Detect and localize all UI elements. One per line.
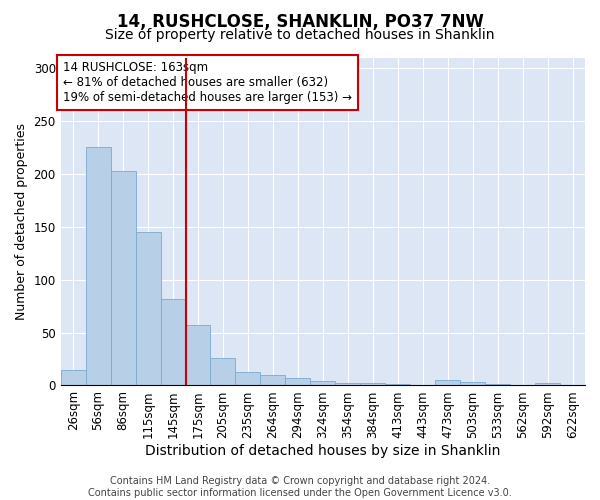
Bar (136, 232, 161, 386)
Text: 14, RUSHCLOSE, SHANKLIN, PO37 7NW: 14, RUSHCLOSE, SHANKLIN, PO37 7NW (116, 12, 484, 30)
Bar (161, 298, 185, 386)
Bar (286, 378, 310, 386)
Y-axis label: Number of detached properties: Number of detached properties (15, 123, 28, 320)
Bar (335, 384, 360, 386)
Bar (310, 381, 335, 386)
Bar (485, 384, 510, 386)
Bar (260, 375, 286, 386)
Bar (61, 370, 86, 386)
Bar (110, 170, 136, 386)
Bar (385, 384, 410, 386)
X-axis label: Distribution of detached houses by size in Shanklin: Distribution of detached houses by size … (145, 444, 500, 458)
Text: 14 RUSHCLOSE: 163sqm
← 81% of detached houses are smaller (632)
19% of semi-deta: 14 RUSHCLOSE: 163sqm ← 81% of detached h… (63, 61, 352, 104)
Bar (435, 380, 460, 386)
Bar (535, 384, 560, 386)
Text: Contains HM Land Registry data © Crown copyright and database right 2024.
Contai: Contains HM Land Registry data © Crown c… (88, 476, 512, 498)
Text: Size of property relative to detached houses in Shanklin: Size of property relative to detached ho… (105, 28, 495, 42)
Bar (211, 358, 235, 386)
Bar (185, 325, 211, 386)
Bar (86, 148, 110, 386)
Bar (460, 382, 485, 386)
Bar (235, 372, 260, 386)
Bar (360, 384, 385, 386)
